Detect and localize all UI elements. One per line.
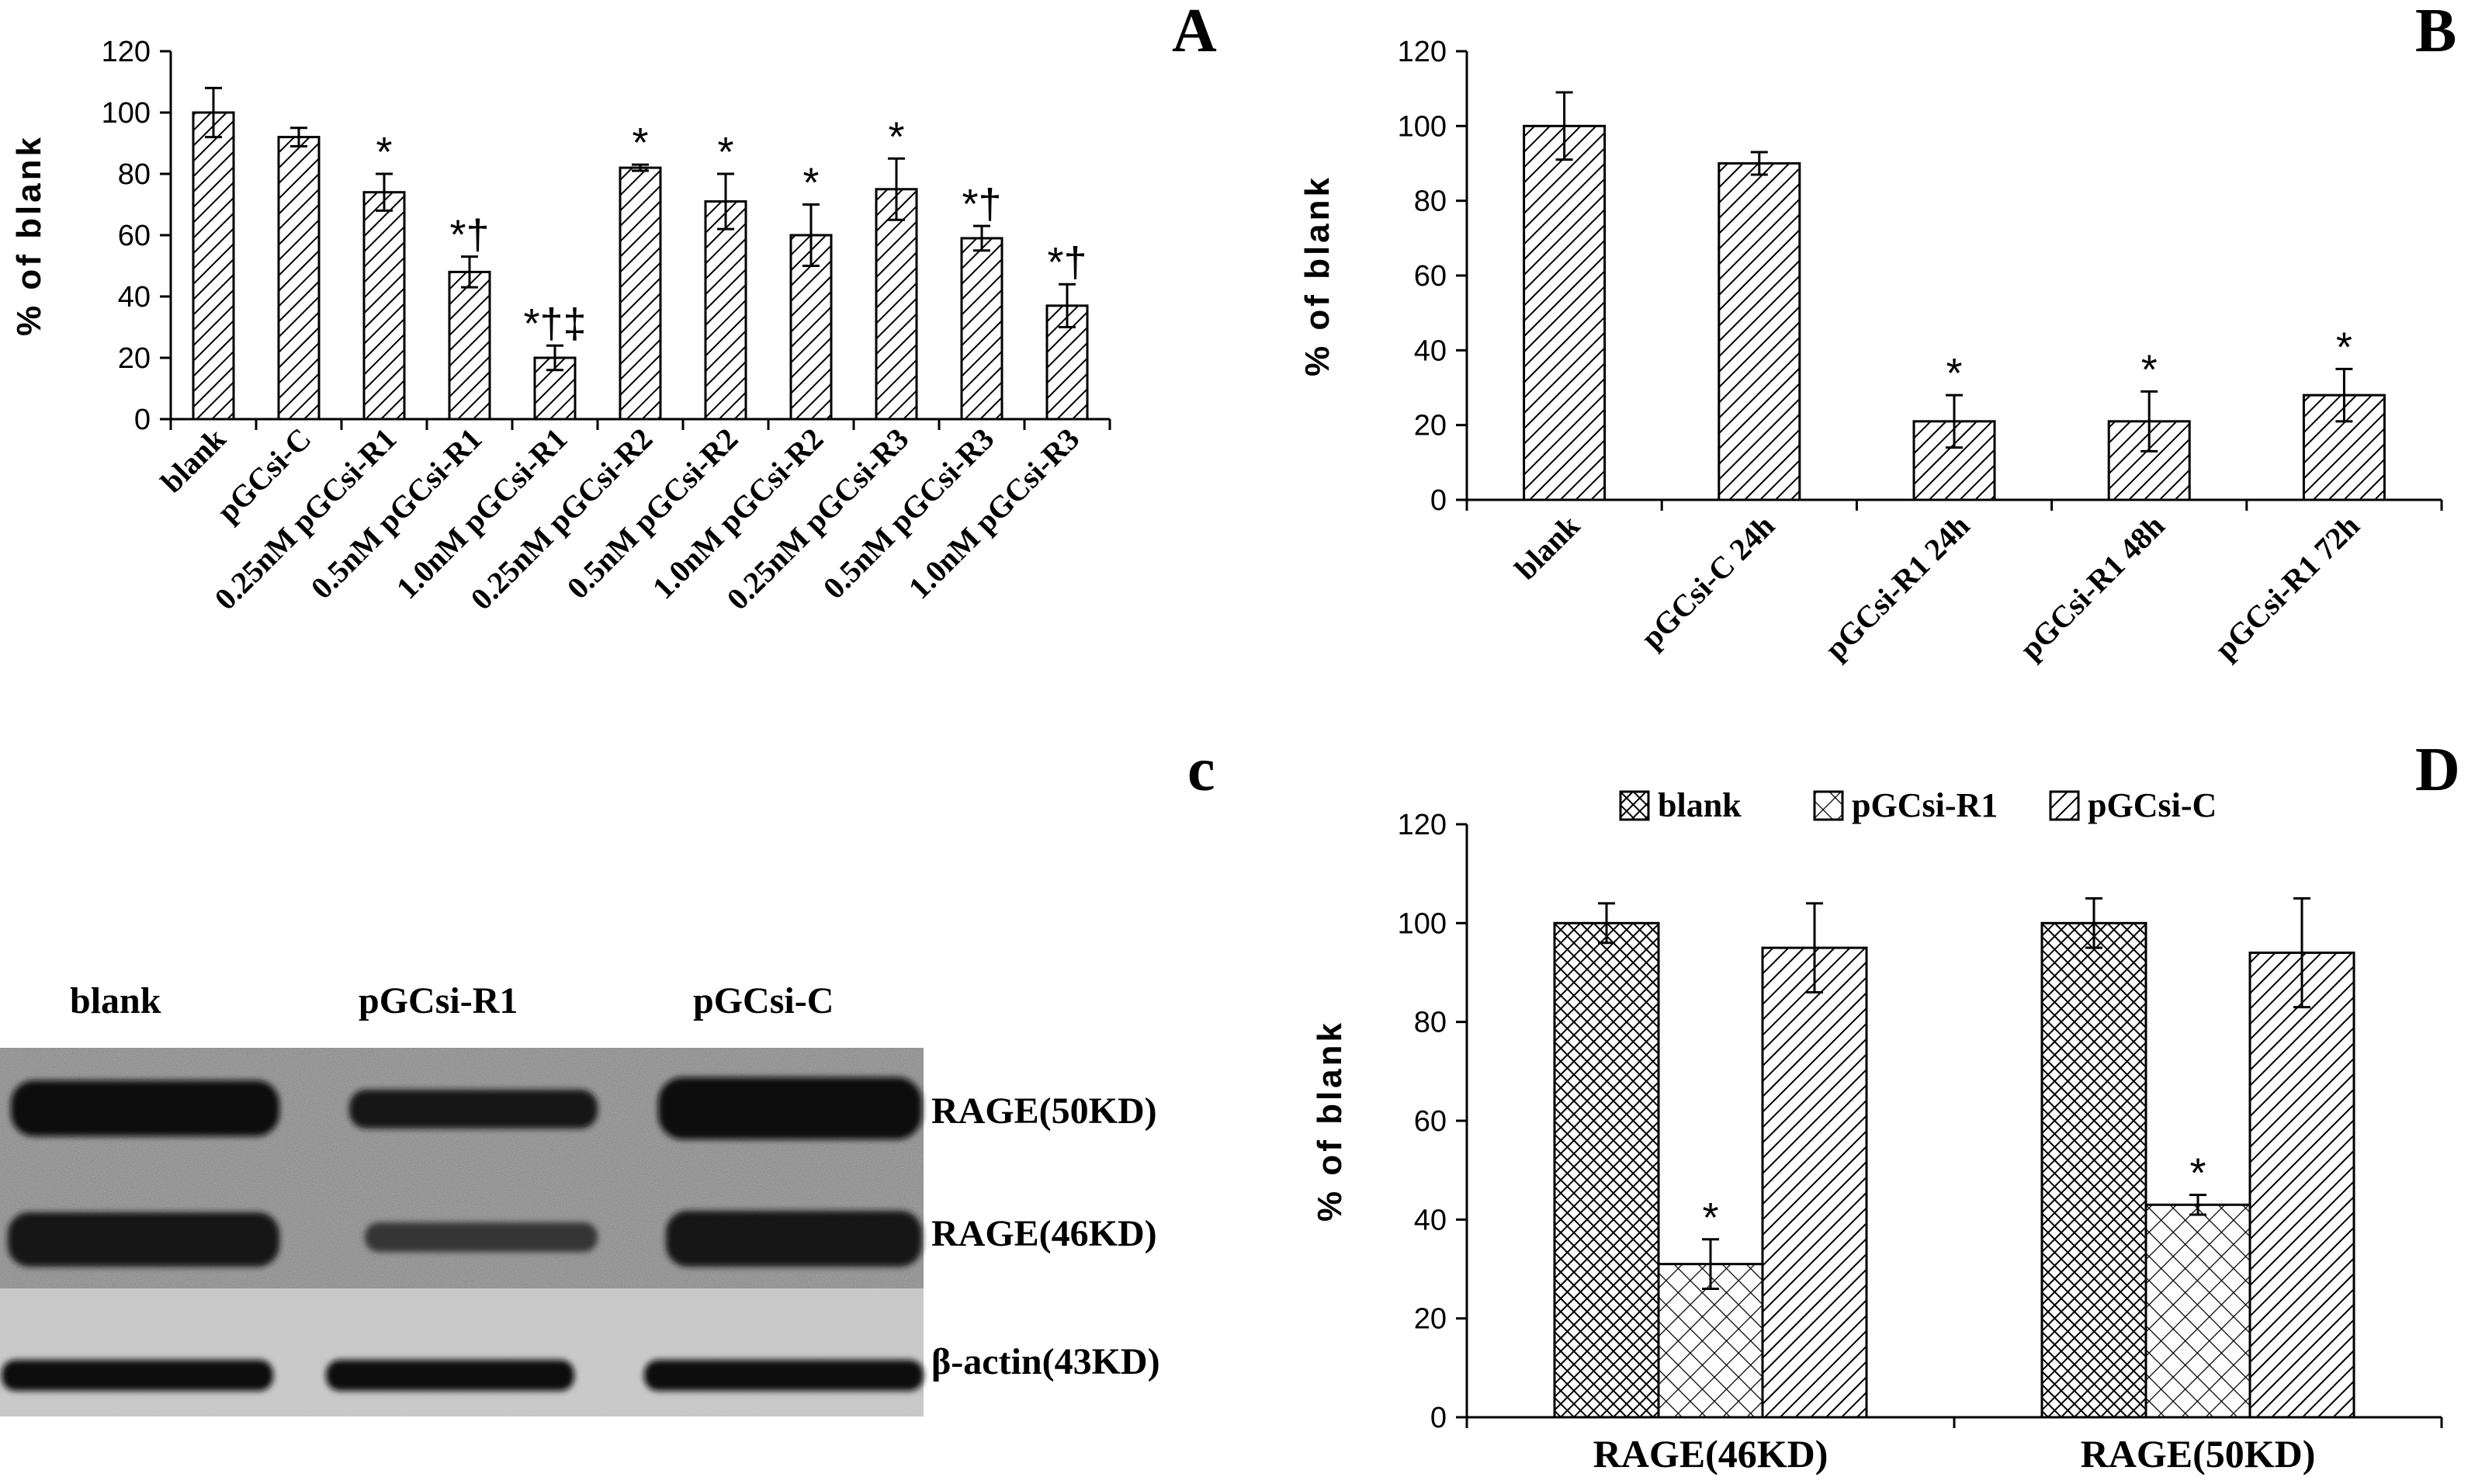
bar-0-25nm-pgcsi-r2 [619, 166, 662, 421]
significance-marker: *† [962, 181, 1001, 227]
bar-pgcsi-r1-rage-50kd [2144, 1203, 2251, 1419]
significance-marker: * [376, 129, 392, 175]
band-rage50-pgcsi-c [658, 1077, 922, 1139]
significance-marker: * [2189, 1150, 2206, 1197]
bar-0-5nm-pgcsi-r1 [448, 270, 491, 421]
chart-b-axes: 0 20 40 60 80 100 120 % of blank [1298, 36, 2443, 517]
chart-a-bars [192, 86, 1089, 421]
y-tick-label: 80 [1414, 1007, 1447, 1039]
y-tick-label: 40 [1414, 1204, 1447, 1236]
y-axis-label: % of blank [10, 134, 48, 336]
significance-marker: * [717, 129, 733, 175]
significance-marker: * [888, 113, 904, 160]
significance-marker: *†‡ [523, 300, 586, 347]
y-tick-label: 120 [1398, 36, 1447, 68]
bar-blank-rage-50kd [2040, 921, 2147, 1419]
y-tick-label: 100 [1398, 110, 1447, 143]
chart-b: 0 20 40 60 80 100 120 % of blank blank pGCsi-C 2… [1298, 36, 2443, 667]
y-tick-label: 80 [1414, 186, 1447, 218]
bar-blank [192, 111, 235, 421]
legend-swatch-pgcsi-c [2049, 790, 2080, 821]
significance-marker: * [802, 160, 819, 206]
blot-band-label-rage50: RAGE(50KD) [931, 1090, 1157, 1132]
y-tick-label: 0 [134, 404, 151, 436]
y-tick-label: 0 [1430, 484, 1447, 517]
band-rage46-pgcsi-c [666, 1211, 922, 1267]
blot-lane-label-blank: blank [70, 980, 161, 1021]
bar-pgcsi-c-rage-46kd [1761, 946, 1868, 1419]
blot-lane-label-pgcsi-r1: pGCsi-R1 [359, 980, 518, 1021]
western-blot: blank pGCsi-R1 pGCsi-C RAGE(50KD) RAGE(4… [0, 980, 1160, 1416]
y-axis-label: % of blank [1311, 1020, 1349, 1222]
y-tick-label: 20 [1414, 1303, 1447, 1336]
y-tick-label: 120 [102, 36, 151, 68]
bar-0-25nm-pgcsi-r3 [875, 188, 918, 421]
x-tick-label-rage-46kd: RAGE(46KD) [1593, 1432, 1828, 1475]
significance-marker: * [632, 120, 648, 166]
x-tick-label-pgcsi-r1-72h: pGCsi-R1 72h [2208, 508, 2366, 667]
bar-blank-rage-46kd [1553, 921, 1660, 1419]
bar-pgcsi-c [277, 136, 321, 421]
x-tick-label-blank: blank [154, 421, 233, 500]
band-actin-pgcsi-c [644, 1360, 924, 1391]
band-rage50-blank [11, 1080, 279, 1136]
y-tick-label: 20 [118, 342, 151, 375]
bar-pgcsi-c-24h [1718, 162, 1801, 501]
band-rage46-blank [8, 1212, 279, 1267]
bar-0-25nm-pgcsi-r1 [362, 191, 406, 421]
y-tick-label: 60 [1414, 1105, 1447, 1138]
bar-0-5nm-pgcsi-r3 [960, 237, 1003, 421]
blot-band-label-rage46: RAGE(46KD) [931, 1213, 1157, 1254]
y-tick-label: 120 [1398, 809, 1447, 841]
band-actin-pgcsi-r1 [326, 1360, 574, 1391]
band-actin-blank [2, 1360, 273, 1391]
bar-0-5nm-pgcsi-r2 [704, 200, 747, 421]
bar-pgcsi-c-rage-50kd [2248, 952, 2355, 1419]
x-tick-label-pgcsi-c-24h: pGCsi-C 24h [1634, 508, 1781, 656]
chart-d-bars [1553, 897, 2355, 1419]
legend-swatch-blank [1619, 790, 1650, 821]
blot-lane-label-pgcsi-c: pGCsi-C [693, 980, 834, 1021]
chart-d-legend: blank pGCsi-R1 pGCsi-C [1619, 786, 2217, 824]
bar-blank [1523, 124, 1607, 501]
y-tick-label: 60 [118, 220, 151, 252]
significance-marker: * [2336, 324, 2352, 370]
panel-label-c: c [1187, 736, 1215, 804]
legend-label-blank: blank [1658, 786, 1742, 824]
band-rage50-pgcsi-r1 [349, 1090, 598, 1129]
chart-b-bars [1523, 91, 2386, 501]
y-tick-label: 80 [118, 158, 151, 191]
blot-band-label-actin: β-actin(43KD) [931, 1341, 1160, 1382]
panel-label-a: A [1172, 0, 1217, 65]
y-tick-label: 60 [1414, 260, 1447, 293]
y-tick-label: 100 [1398, 907, 1447, 940]
legend-label-pgcsi-c: pGCsi-C [2088, 786, 2217, 824]
y-tick-label: 20 [1414, 410, 1447, 442]
y-axis-label: % of blank [1298, 175, 1336, 376]
band-rage46-pgcsi-r1 [365, 1222, 598, 1252]
significance-marker: * [2141, 346, 2158, 393]
chart-d-labels: * RAGE(46KD) * RAGE(50KD) [1593, 1150, 2316, 1476]
chart-d: 0 20 40 60 80 100 120 % of blank * RAGE(46KD) * RA… [1311, 786, 2443, 1476]
y-tick-label: 0 [1430, 1402, 1447, 1434]
significance-marker: *† [1047, 239, 1087, 286]
x-tick-label-rage-50kd: RAGE(50KD) [2081, 1432, 2316, 1475]
panel-label-d: D [2415, 736, 2460, 804]
y-tick-label: 100 [102, 97, 151, 130]
significance-marker: * [1702, 1194, 1718, 1241]
y-tick-label: 40 [1414, 335, 1447, 367]
x-tick-label-pgcsi-r1-24h: pGCsi-R1 24h [1818, 508, 1976, 667]
chart-a-axes: 0 20 40 60 80 100 120 % of blank [10, 36, 1111, 436]
significance-marker: * [1946, 350, 1962, 397]
blot-membrane-actin-noise [0, 1288, 924, 1416]
significance-marker: *† [449, 212, 489, 258]
x-tick-label-pgcsi-r1-48h: pGCsi-R1 48h [2013, 508, 2172, 667]
panel-label-b: B [2415, 0, 2456, 65]
legend-label-pgcsi-r1: pGCsi-R1 [1852, 786, 1998, 824]
x-tick-label-blank: blank [1508, 508, 1587, 587]
legend-swatch-pgcsi-r1 [1813, 790, 1844, 821]
y-tick-label: 40 [118, 281, 151, 314]
